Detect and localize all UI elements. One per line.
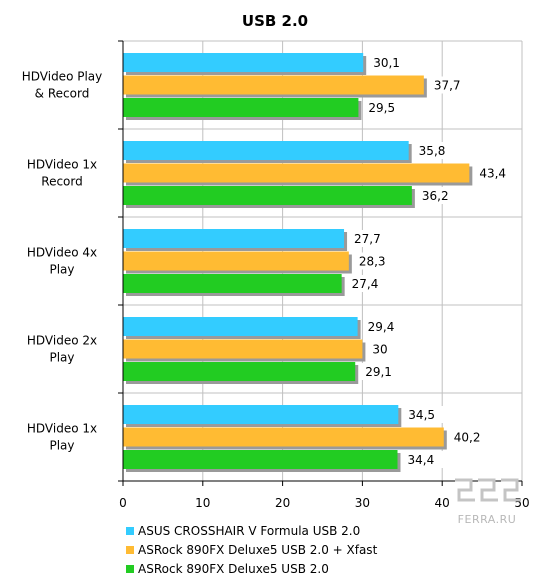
data-label-bg (369, 54, 410, 71)
category-label: Play (49, 263, 74, 277)
bar (123, 141, 409, 160)
category-label: HDVideo 1x (27, 158, 97, 172)
data-label: 29,1 (365, 365, 392, 379)
category-label: Record (41, 175, 82, 189)
data-label: 40,2 (454, 431, 481, 445)
category-label: HDVideo Play (22, 70, 103, 84)
data-label-bg (363, 318, 404, 335)
data-label-bg (350, 230, 391, 247)
bar (123, 450, 398, 469)
data-label-bg (417, 187, 458, 204)
data-label-bg (449, 428, 490, 446)
data-label-bg (361, 363, 402, 380)
data-label-bg (404, 406, 445, 423)
bar (123, 75, 424, 95)
x-tick-label: 10 (195, 496, 210, 510)
data-label-bg (403, 451, 444, 468)
bars (123, 53, 473, 472)
bar (123, 317, 358, 336)
data-label: 27,7 (354, 232, 381, 246)
watermark-text: FERRA.RU (458, 513, 517, 526)
chart-title: USB 2.0 (242, 12, 308, 30)
bar (123, 274, 342, 293)
category-label: HDVideo 1x (27, 422, 97, 436)
category-label: Play (49, 439, 74, 453)
legend: ASUS CROSSHAIR V Formula USB 2.0 ASRock 8… (126, 524, 378, 576)
data-label-bg (429, 76, 470, 94)
legend-swatch (126, 565, 134, 573)
x-tick-label: 30 (355, 496, 370, 510)
data-label: 37,7 (434, 79, 461, 93)
category-label: HDVideo 4x (27, 246, 97, 260)
data-label: 36,2 (422, 189, 449, 203)
data-label: 29,4 (368, 320, 395, 334)
bar (123, 53, 364, 72)
category-labels: HDVideo Play & Record HDVideo 1x Record HDVi… (22, 70, 103, 453)
x-tick-label: 0 (119, 496, 127, 510)
data-label: 29,5 (368, 101, 395, 115)
bar (123, 251, 349, 271)
bar (123, 362, 356, 381)
x-tick-label: 50 (514, 496, 529, 510)
data-label-bg (354, 252, 395, 270)
data-label-bg (347, 275, 388, 292)
data-label: 27,4 (352, 277, 379, 291)
watermark: FERRA.RU (455, 478, 521, 526)
legend-entry: ASUS CROSSHAIR V Formula USB 2.0 (138, 524, 360, 538)
data-label: 35,8 (419, 144, 446, 158)
category-label: Play (49, 351, 74, 365)
data-label: 28,3 (359, 255, 386, 269)
data-label: 43,4 (479, 167, 506, 181)
data-labels: 30,1 37,7 29,5 35,8 43,4 36,2 27,7 28,3 27,4 29,4… (347, 54, 516, 468)
bar (123, 186, 412, 205)
legend-swatch (126, 527, 134, 535)
ferra-logo-icon (455, 478, 521, 502)
data-label: 34,5 (408, 408, 435, 422)
bar (123, 163, 470, 183)
x-tick-label: 20 (275, 496, 290, 510)
legend-entry: ASRock 890FX Deluxe5 USB 2.0 + Xfast (138, 543, 378, 557)
legend-entry: ASRock 890FX Deluxe5 USB 2.0 (138, 562, 329, 576)
bar (123, 427, 444, 447)
bar (123, 405, 399, 424)
x-tick-label: 40 (435, 496, 450, 510)
legend-swatch (126, 546, 134, 554)
data-label-bg (364, 99, 405, 116)
data-label-bg (368, 340, 393, 358)
category-label: HDVideo 2x (27, 334, 97, 348)
bar (123, 339, 363, 359)
data-label: 30 (372, 343, 387, 357)
data-label-bg (475, 164, 516, 182)
data-label: 34,4 (408, 453, 435, 467)
category-label: & Record (35, 87, 90, 101)
bar (123, 98, 359, 117)
data-label: 30,1 (373, 56, 400, 70)
data-label-bg (414, 142, 455, 159)
bar (123, 229, 345, 248)
